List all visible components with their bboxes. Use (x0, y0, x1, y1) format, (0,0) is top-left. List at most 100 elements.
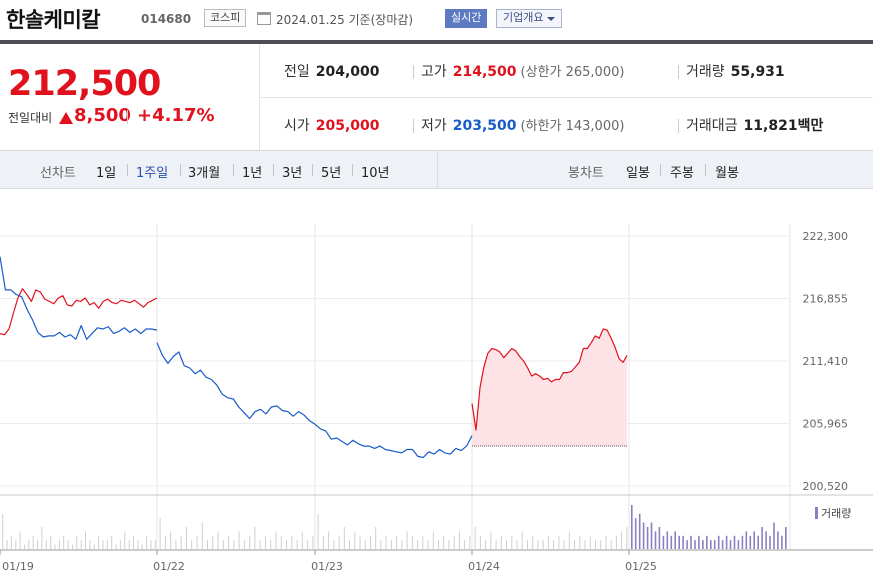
stat-divider (413, 65, 414, 79)
period-divider (312, 164, 313, 176)
volume-bar (589, 535, 591, 549)
volume-bar (563, 540, 565, 549)
volume-bar (89, 540, 91, 549)
change-percent: +4.17% (137, 105, 215, 126)
volume-bar (286, 540, 287, 549)
volume-bar (159, 518, 161, 549)
volume-bar (725, 535, 728, 549)
volume-bar (67, 540, 69, 549)
volume-bar (41, 527, 43, 549)
volume-bar (28, 540, 30, 549)
volume-bar (364, 540, 366, 549)
volume-bar (490, 531, 492, 549)
high-value: 214,500 (452, 64, 517, 80)
volume-bar (115, 544, 117, 549)
volume-bar (106, 540, 108, 549)
volume-legend: 거래량 (821, 507, 851, 520)
volume-bar (453, 535, 455, 549)
prev-close-label: 전일 (284, 64, 310, 80)
period-1d[interactable]: 1일 (96, 166, 117, 181)
market-badge: 코스피 (204, 9, 247, 27)
volume-bar (259, 540, 261, 549)
realtime-button[interactable]: 실시간 (445, 9, 488, 28)
period-3y[interactable]: 3년 (282, 166, 303, 181)
stat-divider (678, 119, 679, 133)
volume-bar (749, 535, 752, 549)
volume-bar (741, 535, 744, 549)
volume-bar (464, 540, 466, 549)
volume-bar (207, 540, 208, 549)
low-value: 203,500 (452, 118, 517, 134)
volume-bar (45, 540, 47, 549)
volume-bar (24, 544, 25, 549)
candle-chart-label: 봉차트 (568, 166, 604, 181)
period-1y[interactable]: 1년 (242, 166, 263, 181)
volume-bar (595, 540, 596, 549)
candle-weekly[interactable]: 주봉 (670, 166, 694, 181)
volume-bar (500, 535, 502, 549)
company-overview-dropdown[interactable]: 기업개요 (496, 9, 563, 28)
volume-bar (721, 540, 724, 549)
volume-bar (690, 535, 692, 549)
period-3m[interactable]: 3개월 (188, 166, 221, 181)
volume-bar (658, 527, 661, 549)
volume-bar (448, 540, 450, 549)
volume-bar (238, 531, 240, 549)
volume-bar (359, 535, 361, 549)
volume-bar (621, 531, 623, 549)
volume-bar (186, 527, 187, 549)
volume-bar (495, 540, 497, 549)
period-divider (273, 164, 274, 176)
open-price: 시가 205,000 (284, 115, 380, 135)
volume-bar (343, 527, 345, 549)
period-selector: 선차트 1일 1주일 3개월 1년 3년 5년 10년 봉차트 일봉 주봉 월봉 (0, 151, 873, 189)
volume-bar (369, 535, 371, 549)
volume-bar (124, 531, 126, 549)
volume-bar (296, 540, 298, 549)
series-line-01-19 (0, 288, 158, 336)
period-bar-divider (437, 151, 438, 189)
candle-monthly[interactable]: 월봉 (715, 166, 739, 181)
prev-close-value: 204,000 (315, 64, 380, 80)
y-axis-labels: 222,300 216,855 211,410 205,965 200,520 (803, 230, 849, 493)
volume-bar (85, 531, 86, 549)
high-price: 고가 214,500 (상한가 265,000) (421, 61, 624, 81)
period-10y[interactable]: 10년 (361, 166, 390, 181)
amount-value: 11,821 (743, 118, 798, 134)
current-price-box: 212,500 전일대비 8,500 +4.17% (0, 44, 260, 150)
series-area-01-25 (472, 329, 627, 447)
volume-bar (631, 505, 633, 549)
series-line-01-23 (156, 342, 316, 425)
volume-bar (777, 531, 779, 549)
x-tick-label: 01/25 (625, 560, 657, 573)
header-divider (0, 40, 873, 44)
volume-bar (328, 531, 330, 549)
volume-legend-swatch (815, 507, 818, 519)
volume-bar (469, 535, 471, 549)
volume-bar (338, 535, 340, 549)
current-price: 212,500 (8, 64, 161, 104)
volume-bar (605, 535, 607, 549)
volume-bar (119, 540, 121, 549)
up-triangle-icon (59, 112, 73, 124)
change-label: 전일대비 (8, 111, 53, 125)
series-line-01-25 (471, 328, 628, 431)
low-label: 저가 (421, 118, 447, 134)
volume-bar (333, 540, 335, 549)
volume-bar (443, 535, 445, 549)
volume-bar (54, 544, 56, 549)
period-1w[interactable]: 1주일 (136, 166, 169, 181)
amount-unit: 백만 (797, 118, 824, 134)
volume-bar (737, 540, 740, 549)
volume-bar (354, 531, 356, 549)
volume: 거래량 55,931 (686, 61, 785, 81)
period-5y[interactable]: 5년 (321, 166, 342, 181)
volume-bar (133, 535, 134, 549)
candle-daily[interactable]: 일봉 (626, 166, 650, 181)
volume-bar (349, 540, 350, 549)
volume-bar (706, 535, 708, 549)
volume-bars (2, 505, 787, 549)
volume-bar (674, 531, 676, 549)
volume-bar (265, 535, 266, 549)
volume-bar (542, 540, 544, 549)
